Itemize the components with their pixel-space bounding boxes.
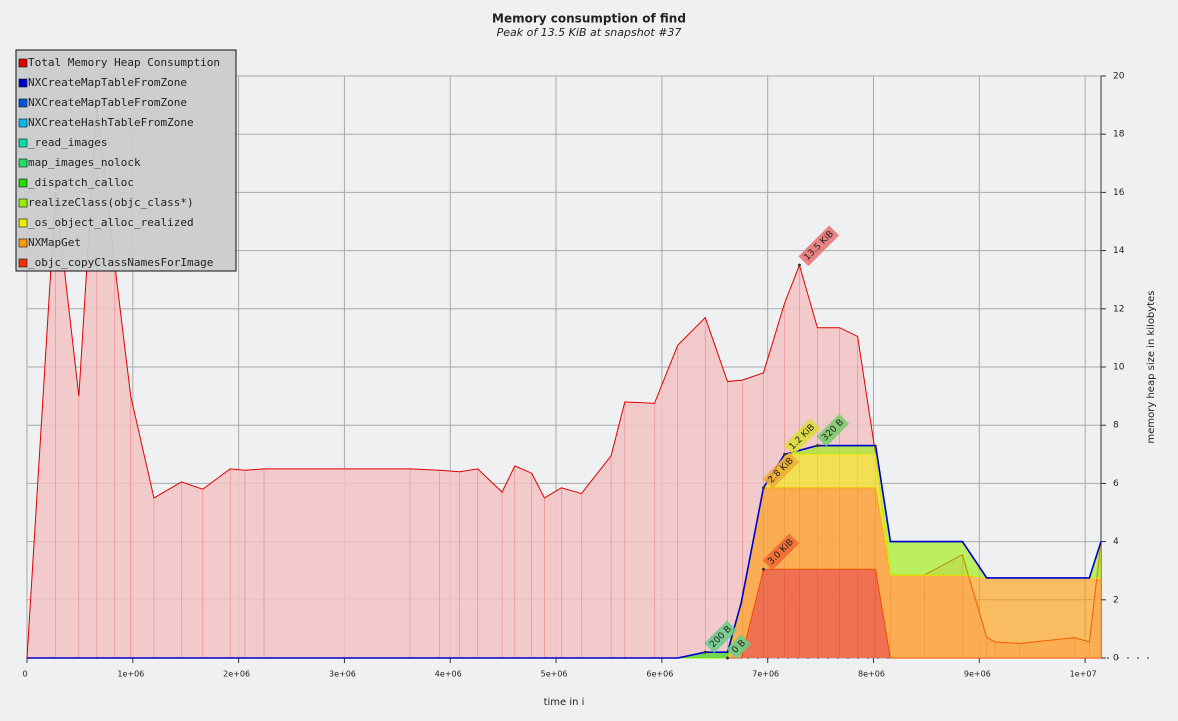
stack-area <box>27 487 1101 658</box>
x-tick-label: 4e+06 <box>435 670 462 679</box>
x-tick-label: 7e+06 <box>752 670 779 679</box>
y-axis-label: memory heap size in kilobytes <box>1146 291 1157 444</box>
x-tick-label: 0 <box>22 670 27 679</box>
legend-label: NXMapGet <box>28 236 81 249</box>
legend-swatch <box>18 178 28 188</box>
x-tick-label: 1e+07 <box>1070 670 1097 679</box>
legend-swatch <box>18 218 28 228</box>
annotation-label: 13.5 KiB <box>802 229 836 263</box>
legend-swatch <box>18 78 28 88</box>
legend-label: realizeClass(objc_class*) <box>28 196 194 209</box>
x-tick-label: 6e+06 <box>646 670 673 679</box>
annotation-box <box>704 620 737 654</box>
y-tick-label: 8 <box>1113 421 1119 431</box>
annotation-point <box>783 452 787 456</box>
legend-label: Total Memory Heap Consumption <box>28 56 220 69</box>
annotation-box <box>762 452 800 489</box>
x-tick-label: 1e+06 <box>117 670 144 679</box>
legend-label: NXCreateMapTableFromZone <box>28 96 187 109</box>
annotation-point <box>797 263 801 267</box>
legend-swatch <box>18 238 28 248</box>
legend-label: map_images_nolock <box>28 156 141 169</box>
y-tick-label: 4 <box>1113 537 1119 547</box>
x-tick-label: 8e+06 <box>858 670 885 679</box>
y-tick-label: 18 <box>1113 130 1125 140</box>
x-tick-label: 9e+06 <box>964 670 991 679</box>
annotation-box <box>762 533 800 571</box>
x-tick-label: 2e+06 <box>223 670 250 679</box>
y-tick-label: 10 <box>1113 363 1125 373</box>
y-tick-label: 14 <box>1113 246 1125 256</box>
legend-swatch <box>18 98 28 108</box>
annotation-point <box>725 656 729 660</box>
y-tick-label: 0 <box>1113 654 1119 664</box>
annotation-box <box>798 225 840 267</box>
y-tick-label: 2 <box>1113 595 1119 605</box>
legend-swatch <box>18 198 28 208</box>
legend-swatch <box>18 138 28 148</box>
annotation-box <box>816 413 850 447</box>
legend-label: _dispatch_calloc <box>28 176 134 189</box>
y-tick-label: 12 <box>1113 304 1124 314</box>
annotation: 13.5 KiB <box>798 225 840 267</box>
annotation: 0 B <box>726 634 752 659</box>
y-tick-label: 6 <box>1113 479 1119 489</box>
annotation-point <box>761 486 765 490</box>
legend-swatch <box>18 158 28 168</box>
legend-label: _objc_copyClassNamesForImage <box>28 256 213 269</box>
annotation-point <box>761 567 765 571</box>
legend-label: _os_object_alloc_realized <box>28 216 194 229</box>
annotation-point <box>815 444 819 448</box>
chart-title: Memory consumption of find <box>492 12 686 26</box>
stack-area <box>27 569 1101 658</box>
chart-subtitle: Peak of 13.5 KiB at snapshot #37 <box>497 26 682 39</box>
legend-swatch <box>18 118 28 128</box>
legend-box <box>15 49 237 272</box>
stack-line <box>27 444 1102 659</box>
y-tick-label: 20 <box>1113 72 1125 82</box>
annotation-box <box>783 418 821 456</box>
legend-label: _read_images <box>28 136 107 149</box>
annotation-box <box>726 634 752 659</box>
legend-swatch <box>18 58 28 68</box>
x-tick-label: 3e+06 <box>329 670 356 679</box>
legend-label: NXCreateHashTableFromZone <box>28 116 194 129</box>
x-axis-label: time in i <box>544 697 585 708</box>
annotation-point <box>703 650 707 654</box>
legend: Total Memory Heap Consumption NXCreateMap… <box>15 49 237 272</box>
legend-swatch <box>18 258 28 268</box>
legend-label: NXCreateMapTableFromZone <box>28 76 187 89</box>
y-tick-label: 16 <box>1113 188 1125 198</box>
x-tick-label: 5e+06 <box>541 670 568 679</box>
